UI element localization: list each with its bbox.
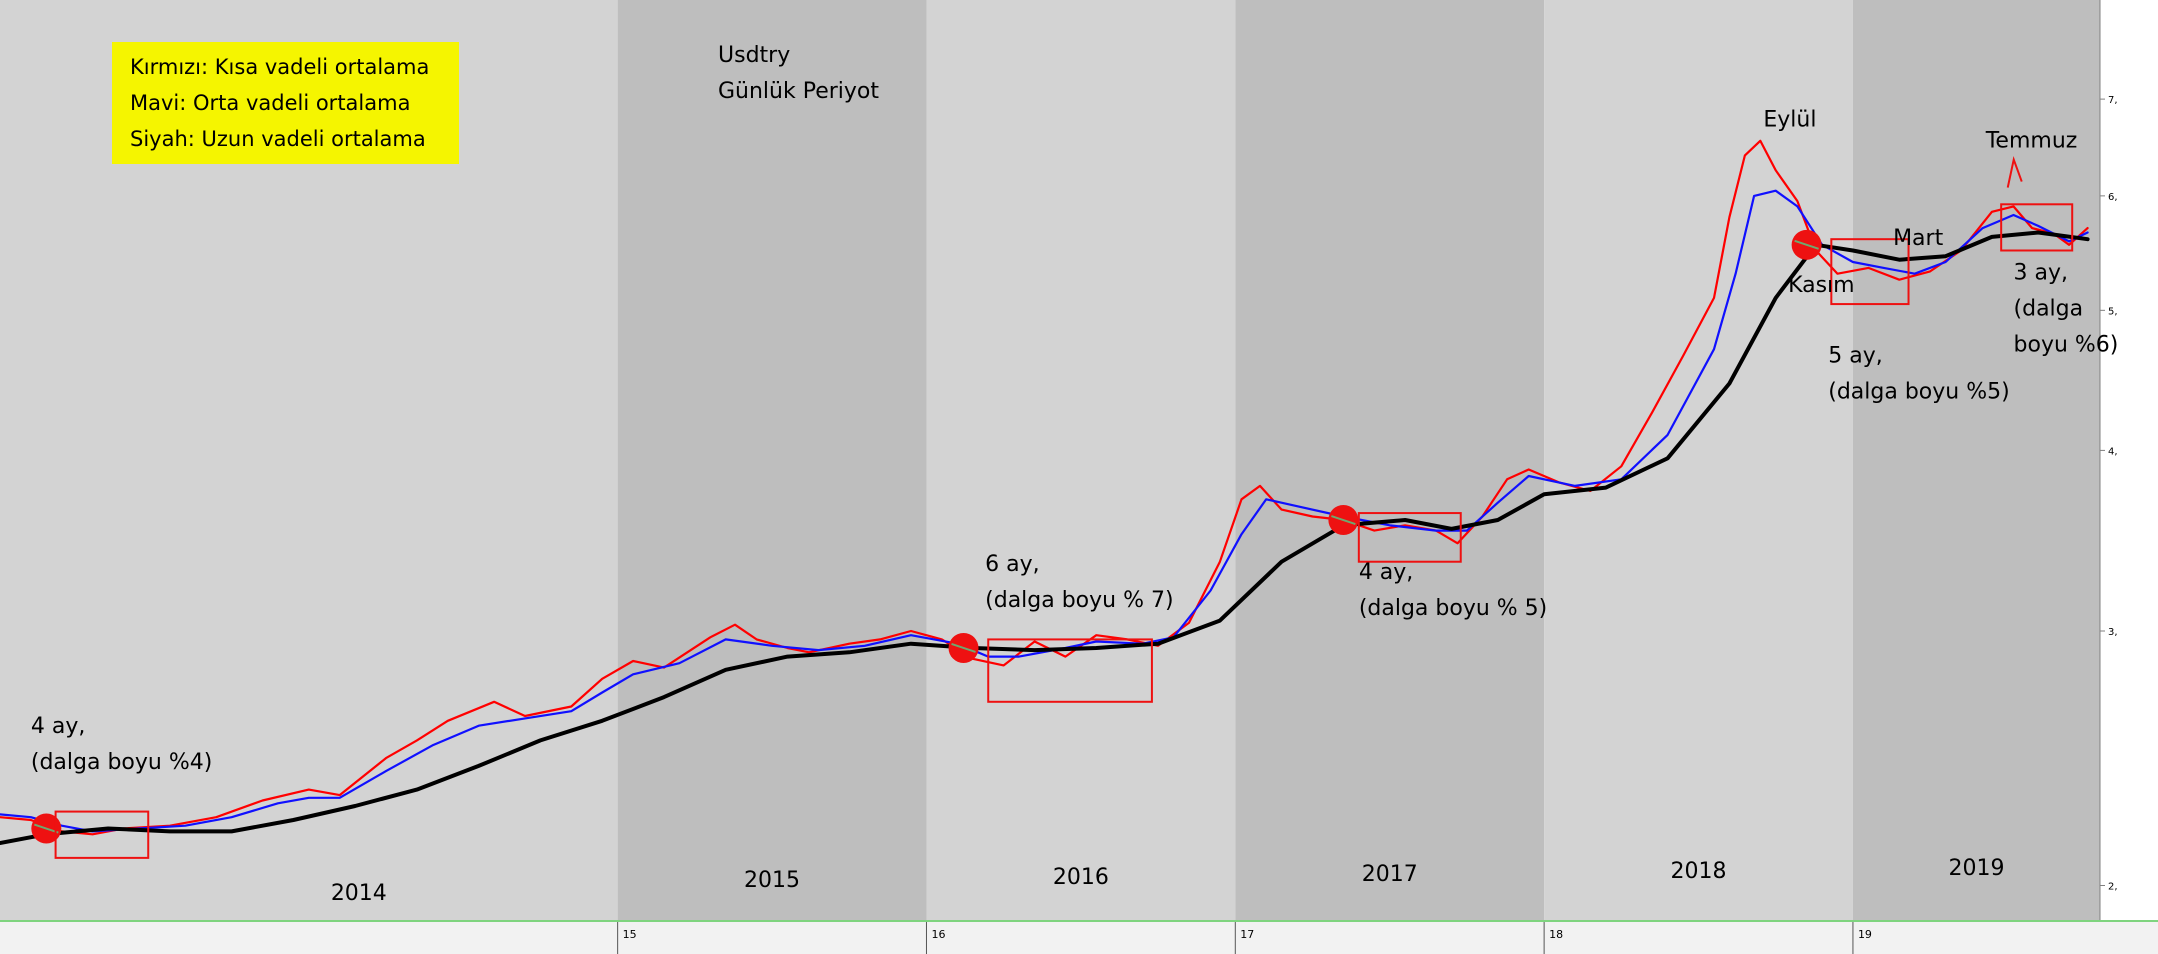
year-band bbox=[1852, 0, 2100, 920]
annotation-text: (dalga boyu % 5) bbox=[1359, 596, 1547, 621]
y-tick-label: 4, bbox=[2108, 446, 2118, 457]
crossover-marker-line bbox=[34, 823, 59, 834]
legend-box bbox=[112, 42, 459, 164]
annotation-text: (dalga bbox=[2014, 297, 2084, 322]
year-band bbox=[1544, 0, 1853, 920]
y-tick-label: 6, bbox=[2108, 192, 2118, 203]
year-band bbox=[617, 0, 927, 920]
year-label: 2016 bbox=[1053, 865, 1109, 890]
crossover-marker-line bbox=[951, 643, 976, 653]
legend-entry: Siyah: Uzun vadeli ortalama bbox=[130, 127, 426, 151]
annotation-text: (dalga boyu % 7) bbox=[985, 588, 1173, 613]
x-axis-panel bbox=[0, 920, 2158, 954]
crossover-marker-line bbox=[1331, 515, 1356, 525]
series-line bbox=[0, 189, 2089, 833]
x-tick-label: 18 bbox=[1549, 928, 1563, 941]
y-tick-label: 7, bbox=[2108, 95, 2118, 106]
year-band bbox=[926, 0, 1236, 920]
year-label: 2019 bbox=[1948, 856, 2004, 881]
annotation-text: Mart bbox=[1893, 226, 1944, 251]
annotation-text: Eylül bbox=[1763, 108, 1816, 133]
y-tick-label: 3, bbox=[2108, 627, 2118, 638]
annotation-text: boyu %6) bbox=[2014, 333, 2119, 358]
y-tick-label: 2, bbox=[2108, 882, 2118, 893]
annotation-text: (dalga boyu %5) bbox=[1828, 380, 2009, 405]
annotation-text: (dalga boyu %4) bbox=[31, 750, 212, 775]
y-tick-label: 5, bbox=[2108, 306, 2118, 317]
x-tick-label: 16 bbox=[931, 928, 945, 941]
year-label: 2018 bbox=[1671, 859, 1727, 884]
y-axis-panel bbox=[2100, 0, 2158, 920]
wave-box bbox=[54, 810, 150, 859]
crossover-marker-line bbox=[1794, 239, 1819, 250]
x-tick-label: 19 bbox=[1858, 928, 1872, 941]
x-tick-label: 17 bbox=[1240, 928, 1254, 941]
wave-box bbox=[1357, 512, 1462, 563]
wave-box bbox=[2000, 203, 2074, 252]
annotation-text: 3 ay, bbox=[2014, 261, 2068, 286]
annotation-text: Temmuz bbox=[1985, 129, 2078, 154]
annotation-text: 6 ay, bbox=[985, 552, 1039, 577]
year-band bbox=[1235, 0, 1545, 920]
x-tick-label: 15 bbox=[623, 928, 637, 941]
year-label: 2015 bbox=[744, 868, 800, 893]
annotation-text: 5 ay, bbox=[1828, 344, 1882, 369]
year-label: 2017 bbox=[1362, 862, 1418, 887]
annotation-text: 4 ay, bbox=[1359, 560, 1413, 585]
year-label: 2014 bbox=[331, 881, 387, 906]
chart-subtitle: Günlük Periyot bbox=[718, 79, 879, 104]
legend-entry: Kırmızı: Kısa vadeli ortalama bbox=[130, 55, 429, 79]
wave-box bbox=[1830, 238, 1910, 306]
annotation-text: Kasım bbox=[1788, 273, 1855, 298]
annotation-text: 4 ay, bbox=[31, 714, 85, 739]
wave-box bbox=[987, 638, 1153, 703]
chart-title: Usdtry bbox=[718, 43, 790, 68]
legend-entry: Mavi: Orta vadeli ortalama bbox=[130, 91, 410, 115]
arrow-icon bbox=[2006, 155, 2023, 188]
